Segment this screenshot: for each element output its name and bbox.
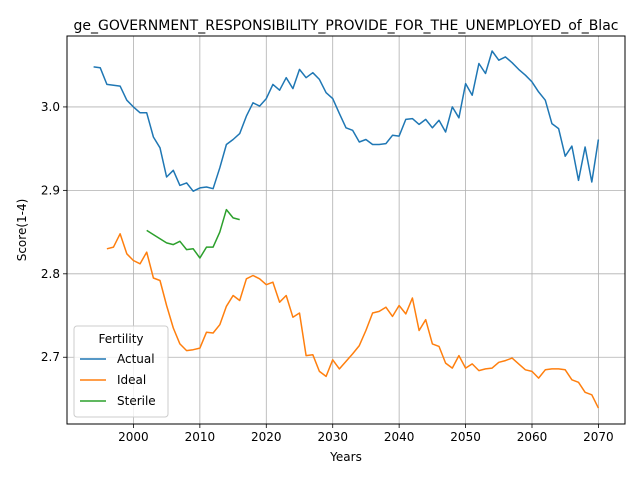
x-tick-label: 2020: [251, 430, 282, 444]
legend-box: [73, 325, 169, 418]
legend-title: Fertility: [98, 332, 143, 346]
x-tick-label: 2070: [583, 430, 614, 444]
plot-frame: [66, 35, 626, 425]
series-layer: [93, 50, 600, 409]
series-line-sterile: [146, 208, 240, 259]
legend-label-actual: Actual: [117, 352, 155, 366]
y-tick-label: 2.7: [41, 350, 60, 364]
legend-label-ideal: Ideal: [117, 373, 146, 387]
x-tick-label: 2000: [118, 430, 149, 444]
x-axis: 2000 2010 2020 2030 2040 2050 2060 2070: [118, 424, 614, 444]
y-axis-label: Score(1-4): [15, 199, 29, 262]
y-tick-label: 2.9: [41, 183, 60, 197]
y-tick-label: 2.8: [41, 267, 60, 281]
series-line-actual: [93, 50, 600, 192]
x-tick-label: 2040: [384, 430, 415, 444]
legend: Fertility Actual Ideal Sterile: [73, 325, 169, 418]
x-tick-label: 2030: [317, 430, 348, 444]
x-axis-label: Years: [329, 450, 362, 464]
x-tick-label: 2060: [517, 430, 548, 444]
series-line-ideal: [106, 233, 600, 409]
chart-title: ge_GOVERNMENT_RESPONSIBILITY_PROVIDE_FOR…: [74, 18, 619, 34]
y-axis: 2.7 2.8 2.9 3.0: [41, 100, 67, 364]
x-tick-label: 2010: [185, 430, 216, 444]
y-tick-label: 3.0: [41, 100, 60, 114]
x-tick-label: 2050: [450, 430, 481, 444]
legend-label-sterile: Sterile: [117, 394, 156, 408]
